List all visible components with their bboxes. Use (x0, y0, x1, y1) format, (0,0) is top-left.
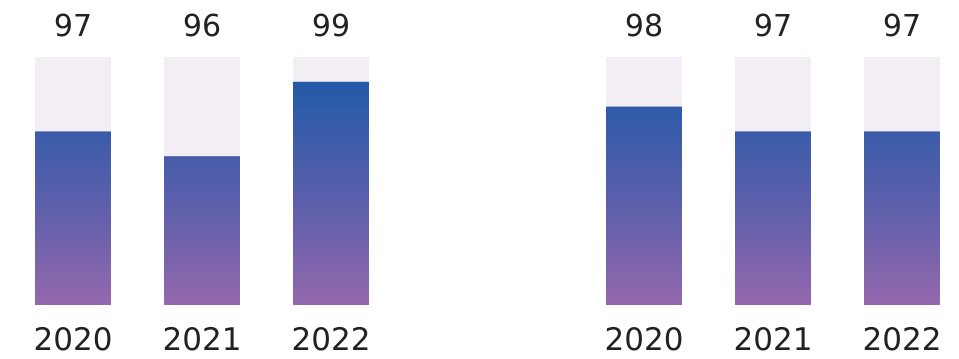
tick-label: 2022 (863, 322, 942, 358)
bar-2022 (864, 131, 940, 305)
data-label: 97 (754, 9, 792, 44)
tick-label: 2020 (34, 322, 113, 358)
bar-2021 (735, 131, 811, 305)
data-label: 97 (54, 9, 92, 44)
tick-label: 2021 (163, 322, 242, 358)
bar-2020 (35, 131, 111, 305)
bar-2021 (164, 156, 240, 305)
chart-left: 97 2020 96 2021 99 2022 (34, 9, 371, 358)
bar-2020 (606, 106, 682, 305)
data-label: 98 (625, 9, 663, 44)
bar-2022 (293, 81, 369, 305)
tick-label: 2020 (605, 322, 684, 358)
chart-right: 98 2020 97 2021 97 2022 (605, 9, 942, 358)
tick-label: 2022 (292, 322, 371, 358)
tick-label: 2021 (734, 322, 813, 358)
data-label: 96 (183, 9, 221, 44)
data-label: 99 (312, 9, 350, 44)
data-label: 97 (883, 9, 921, 44)
